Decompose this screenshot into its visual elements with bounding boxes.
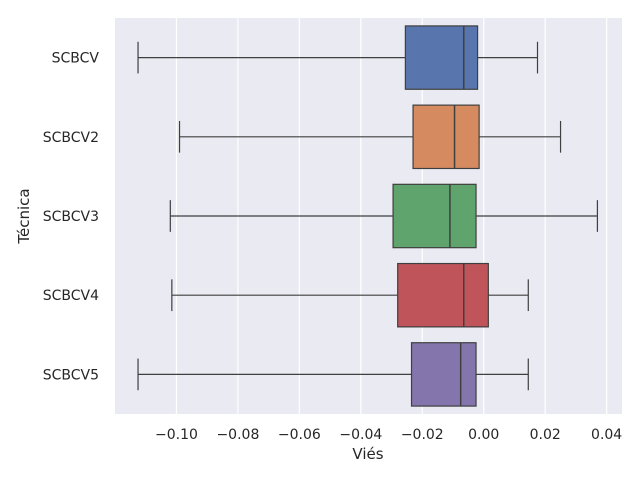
x-tick-label: −0.10 — [155, 427, 198, 443]
y-axis-label: Técnica — [15, 188, 33, 244]
box-scbcv4 — [171, 262, 529, 328]
box-scbcv3 — [169, 183, 599, 249]
x-tick-label: 0.00 — [468, 427, 499, 443]
x-axis-ticks: −0.10 −0.08 −0.06 −0.04 −0.02 0.00 0.02 0.04 — [155, 427, 622, 443]
iqr-box — [404, 25, 479, 90]
x-axis-label: Viés — [352, 445, 383, 463]
y-tick-label: SCBCV3 — [43, 209, 99, 225]
boxes — [137, 25, 599, 407]
x-tick-label: 0.04 — [591, 427, 622, 443]
iqr-box — [410, 342, 477, 407]
iqr-box — [412, 104, 480, 170]
y-tick-label: SCBCV2 — [43, 130, 99, 146]
iqr-box — [397, 262, 489, 328]
y-tick-label: SCBCV4 — [43, 288, 99, 304]
y-tick-label: SCBCV5 — [43, 367, 99, 383]
x-tick-label: −0.04 — [339, 427, 382, 443]
x-tick-label: −0.02 — [401, 427, 444, 443]
box-scbcv2 — [178, 104, 562, 170]
box-scbcv — [137, 25, 539, 90]
y-tick-label: SCBCV — [52, 51, 100, 67]
x-tick-label: −0.08 — [216, 427, 259, 443]
x-tick-label: −0.06 — [278, 427, 321, 443]
iqr-box — [392, 183, 477, 249]
x-tick-label: 0.02 — [530, 427, 561, 443]
box-scbcv5 — [137, 342, 529, 407]
y-axis-ticks: SCBCV SCBCV2 SCBCV3 SCBCV4 SCBCV5 — [43, 51, 100, 384]
